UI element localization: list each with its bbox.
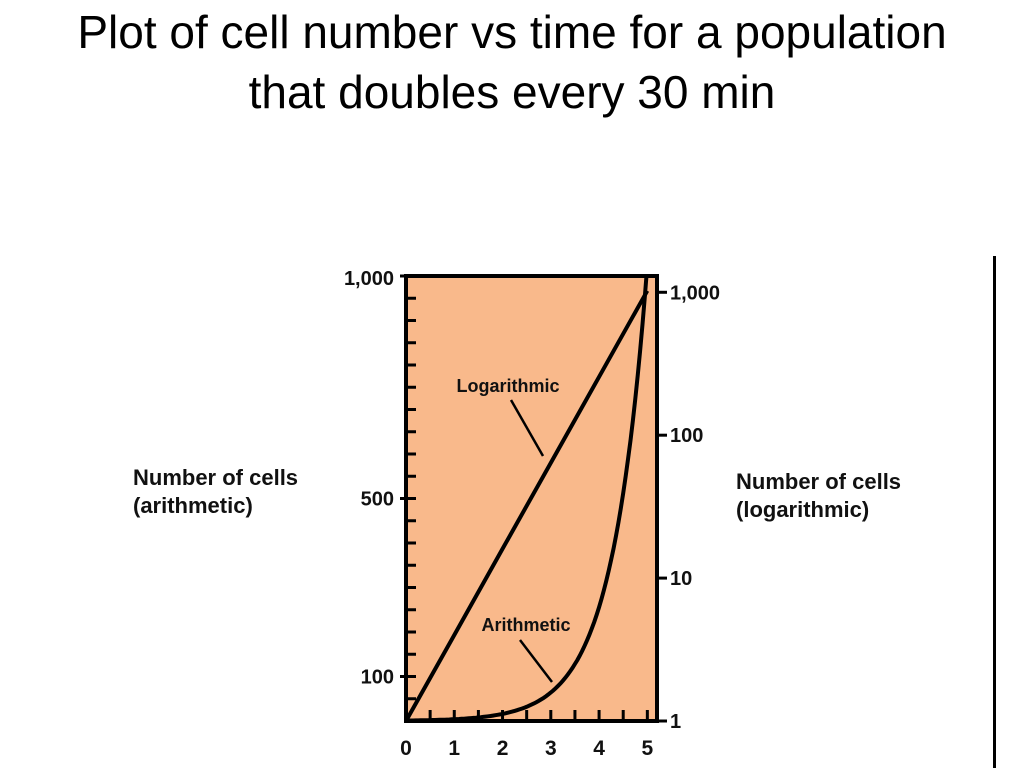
right-axis-title-line2: (logarithmic) xyxy=(736,497,870,522)
x-axis-tick-label: 5 xyxy=(642,737,654,760)
left-axis-tick-label: 1,000 xyxy=(344,268,394,290)
right-axis-tick-label: 1,000 xyxy=(670,282,720,304)
x-axis-tick-label: 0 xyxy=(400,737,412,760)
right-axis-title: Number of cells (logarithmic) xyxy=(736,468,901,524)
arithmetic-leader-line xyxy=(519,639,553,683)
right-axis-title-line1: Number of cells xyxy=(736,469,902,494)
x-axis-tick-label: 3 xyxy=(545,737,557,760)
tick-labels: 100 500 1,000 1 10 100 1,000 0 1 2 3 4 5 xyxy=(344,268,720,760)
left-axis-tick-label: 500 xyxy=(361,489,394,511)
x-axis-tick-label: 1 xyxy=(448,737,460,760)
page-title: Plot of cell number vs time for a popula… xyxy=(77,6,947,118)
logarithmic-series-line xyxy=(406,289,650,722)
series-layer xyxy=(406,274,650,723)
x-axis-tick-label: 4 xyxy=(593,737,605,760)
slide-edge-divider xyxy=(993,256,996,768)
left-axis-title-line1: Number of cells xyxy=(133,465,299,490)
right-axis-tick-label: 10 xyxy=(670,568,692,590)
logarithmic-label: Logarithmic xyxy=(456,376,559,396)
left-axis-title-line2: (arithmetic) xyxy=(133,493,253,518)
right-axis-tick-label: 1 xyxy=(670,711,681,733)
left-axis-tick-label: 100 xyxy=(361,667,394,689)
arithmetic-label: Arithmetic xyxy=(481,615,570,635)
x-axis-tick-label: 2 xyxy=(497,737,509,760)
annotations: Logarithmic Arithmetic xyxy=(456,376,571,683)
logarithmic-leader-line xyxy=(509,399,545,457)
arithmetic-series-line xyxy=(406,274,649,723)
left-axis-title: Number of cells (arithmetic) xyxy=(133,464,298,520)
right-axis-tick-label: 100 xyxy=(670,425,703,447)
